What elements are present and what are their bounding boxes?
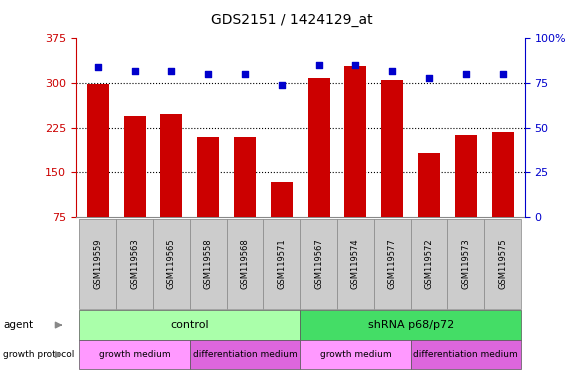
Text: GSM119571: GSM119571	[278, 239, 286, 289]
Text: GSM119574: GSM119574	[351, 239, 360, 289]
Bar	[87, 84, 109, 217]
Bar	[124, 116, 146, 217]
Text: differentiation medium: differentiation medium	[192, 350, 297, 359]
Text: GSM119575: GSM119575	[498, 239, 507, 289]
Bar	[308, 78, 329, 217]
Bar	[381, 80, 403, 217]
Text: control: control	[171, 320, 209, 330]
Text: GSM119565: GSM119565	[167, 239, 176, 289]
Bar	[271, 182, 293, 217]
Text: growth medium: growth medium	[99, 350, 170, 359]
Point	[498, 71, 507, 77]
Bar	[234, 137, 256, 217]
Text: GSM119577: GSM119577	[388, 238, 397, 290]
Text: GSM119573: GSM119573	[461, 238, 470, 290]
Text: growth medium: growth medium	[319, 350, 391, 359]
Text: agent: agent	[3, 320, 33, 330]
Bar	[160, 114, 182, 217]
Point	[167, 68, 176, 74]
Bar	[491, 132, 514, 217]
Text: GSM119559: GSM119559	[93, 239, 103, 289]
Point	[351, 62, 360, 68]
Text: GDS2151 / 1424129_at: GDS2151 / 1424129_at	[210, 13, 373, 27]
Text: shRNA p68/p72: shRNA p68/p72	[367, 320, 454, 330]
Point	[277, 82, 286, 88]
Bar	[455, 136, 477, 217]
Text: GSM119568: GSM119568	[241, 238, 250, 290]
Point	[424, 74, 434, 81]
Bar	[197, 137, 219, 217]
Point	[314, 62, 324, 68]
Bar	[345, 66, 367, 217]
Bar	[418, 153, 440, 217]
Point	[240, 71, 250, 77]
Text: GSM119572: GSM119572	[424, 239, 434, 289]
Point	[388, 68, 397, 74]
Text: GSM119558: GSM119558	[203, 239, 213, 289]
Text: growth protocol: growth protocol	[3, 350, 74, 359]
Point	[203, 71, 213, 77]
Text: GSM119563: GSM119563	[130, 238, 139, 290]
Point	[130, 68, 139, 74]
Text: differentiation medium: differentiation medium	[413, 350, 518, 359]
Point	[461, 71, 470, 77]
Point	[93, 64, 103, 70]
Text: GSM119567: GSM119567	[314, 238, 323, 290]
